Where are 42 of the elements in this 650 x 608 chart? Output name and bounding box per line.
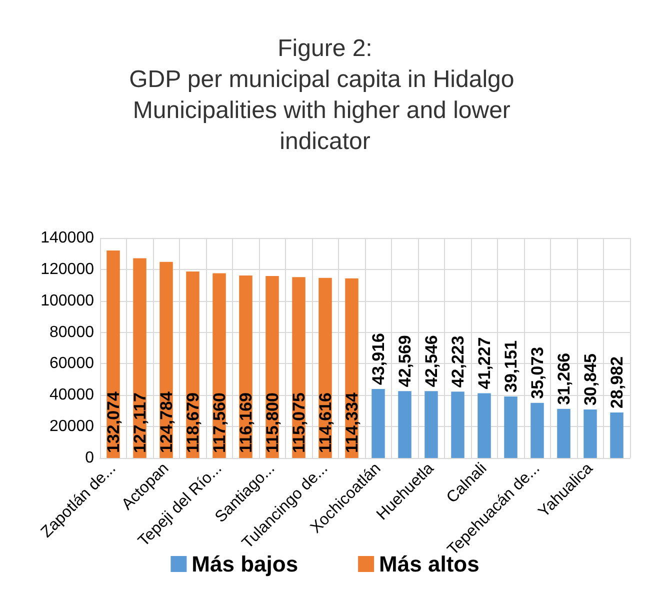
data-label: 114,334 [342, 392, 362, 453]
bar [372, 388, 385, 458]
data-label: 35,073 [528, 346, 547, 399]
data-label: 117,560 [210, 392, 229, 453]
data-label: 39,151 [501, 340, 520, 392]
data-label: 41,227 [474, 337, 494, 390]
bar [451, 392, 464, 458]
y-tick-label: 100000 [40, 292, 94, 310]
data-label: 114,616 [316, 392, 335, 453]
data-label: 30,845 [580, 354, 600, 406]
bar [530, 402, 544, 458]
y-tick-label: 60000 [50, 355, 94, 372]
bar [504, 396, 518, 458]
bar [478, 393, 491, 458]
bar [584, 410, 597, 458]
data-label: 124,784 [156, 391, 176, 453]
data-label: 115,075 [289, 392, 308, 453]
bar [133, 258, 146, 458]
y-tick-label: 80000 [50, 324, 94, 341]
bar [398, 391, 412, 458]
data-label: 42,569 [395, 335, 414, 388]
y-tick-label: 20000 [50, 418, 94, 436]
data-label: 132,074 [104, 391, 123, 453]
y-tick-label: 40000 [50, 386, 94, 404]
data-label: 118,679 [183, 392, 202, 453]
y-tick-label: 140000 [40, 230, 94, 246]
legend-label: Más altos [379, 552, 480, 576]
data-label: 31,266 [554, 352, 574, 405]
bar [424, 391, 438, 458]
y-tick-label: 120000 [40, 260, 94, 278]
data-label: 127,117 [130, 392, 150, 453]
chart-title: Figure 2: GDP per municipal capita in Hidalgo Municipalities with higher and lower indicator [129, 35, 521, 155]
data-label: 43,916 [368, 332, 388, 385]
bar [557, 408, 570, 458]
data-label: 116,169 [236, 392, 256, 453]
data-label: 42,223 [448, 336, 468, 388]
data-label: 42,546 [422, 335, 441, 388]
data-label: 115,800 [262, 392, 282, 453]
bar [610, 412, 624, 458]
legend-label: Más bajos [192, 552, 298, 576]
data-label: 28,982 [607, 356, 626, 408]
y-tick-label: 0 [85, 450, 94, 466]
